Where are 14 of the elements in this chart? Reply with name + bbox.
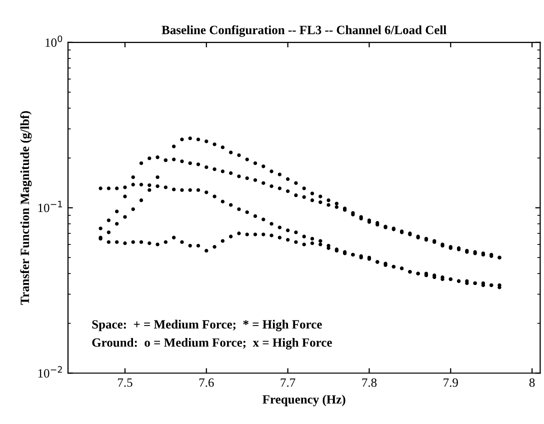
y-tick-label: 10$^{−2}$ <box>38 366 62 378</box>
x-axis-title: Frequency (Hz) <box>262 394 346 406</box>
y-axis-title: Transfer Function Magnitude (g/lbf) <box>20 111 32 305</box>
annotation: Ground: o = Medium Force; x = High Force <box>92 338 332 350</box>
y-tick-label: 10$^{0}$ <box>46 35 62 47</box>
x-tick-label: 7.9 <box>444 378 458 387</box>
chart-title: Baseline Configuration -- FL3 -- Channel 6/Load Cell <box>162 25 446 37</box>
x-tick-label: 7.6 <box>199 378 214 387</box>
x-tick-label: 8 <box>529 378 535 387</box>
x-tick-label: 7.5 <box>118 378 132 387</box>
x-tick-label: 7.8 <box>362 378 377 387</box>
annotation: Space: + = Medium Force; * = High Force <box>92 320 322 332</box>
y-tick-label: 10$^{−1}$ <box>38 200 62 212</box>
x-tick-label: 7.7 <box>280 378 296 387</box>
